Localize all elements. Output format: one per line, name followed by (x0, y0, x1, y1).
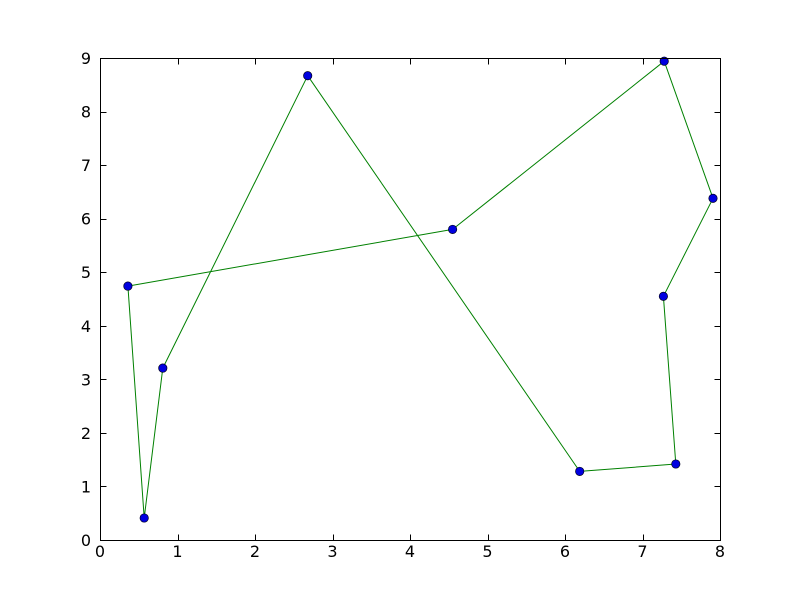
data-point (123, 281, 133, 291)
data-point (659, 56, 669, 66)
data-point (448, 224, 458, 234)
y-axis-tick-labels: 0 1 2 3 4 5 6 7 8 9 (81, 49, 91, 550)
data-point (575, 466, 585, 476)
data-point (303, 71, 313, 81)
plot-border-spines (100, 58, 721, 541)
x-tick-label: 6 (560, 542, 570, 561)
y-tick-label: 3 (81, 370, 91, 389)
data-point-markers (123, 56, 718, 523)
x-tick-label: 1 (172, 542, 182, 561)
x-axis-tick-labels: 0 1 2 3 4 5 6 7 8 (95, 542, 725, 561)
y-tick-label: 2 (81, 424, 91, 443)
axes-spines (100, 58, 721, 541)
y-tick-label: 6 (81, 210, 91, 229)
x-tick-label: 3 (327, 542, 337, 561)
y-tick-label: 0 (81, 531, 91, 550)
data-point (139, 513, 149, 523)
x-tick-label: 7 (637, 542, 647, 561)
y-tick-label: 5 (81, 263, 91, 282)
data-point (708, 193, 718, 203)
axis-ticks (100, 58, 721, 541)
y-tick-label: 8 (81, 103, 91, 122)
data-point (658, 291, 668, 301)
x-tick-label: 5 (482, 542, 492, 561)
x-tick-label: 0 (95, 542, 105, 561)
x-tick-label: 4 (405, 542, 415, 561)
y-tick-label: 4 (81, 317, 91, 336)
data-point (158, 363, 168, 373)
x-tick-label: 8 (715, 542, 725, 561)
y-tick-label: 1 (81, 477, 91, 496)
y-tick-label: 7 (81, 156, 91, 175)
y-tick-label: 9 (81, 49, 91, 68)
x-tick-label: 2 (250, 542, 260, 561)
data-point (671, 459, 681, 469)
